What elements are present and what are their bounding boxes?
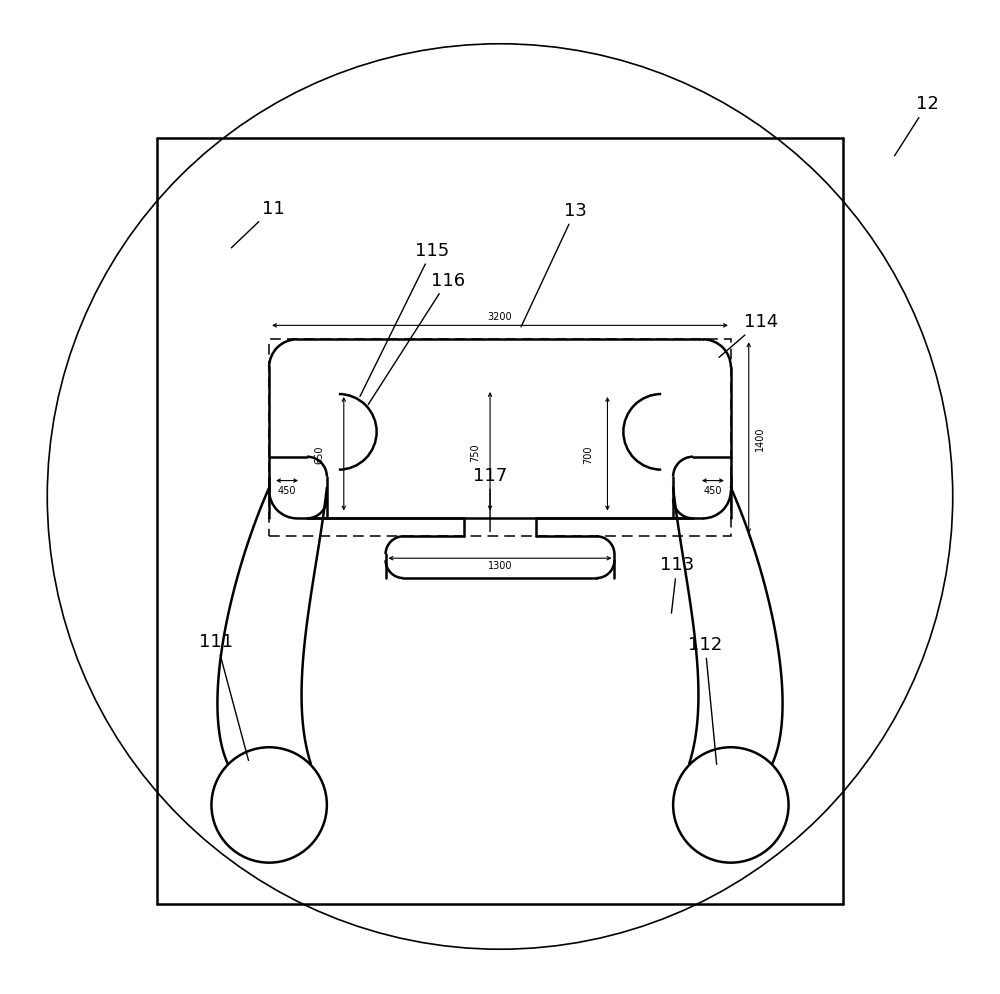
Text: 450: 450 <box>278 485 296 495</box>
Text: 111: 111 <box>199 632 249 760</box>
Text: 450: 450 <box>704 485 722 495</box>
Text: 116: 116 <box>368 271 465 406</box>
Text: 750: 750 <box>470 442 480 461</box>
Text: 113: 113 <box>660 556 694 613</box>
Text: 115: 115 <box>360 242 449 397</box>
Text: 112: 112 <box>688 635 722 764</box>
Text: 700: 700 <box>584 445 594 463</box>
Text: 13: 13 <box>521 202 587 327</box>
Text: 11: 11 <box>231 200 285 248</box>
Text: 650: 650 <box>314 445 324 463</box>
Text: 1300: 1300 <box>488 561 512 571</box>
Text: 3200: 3200 <box>488 312 512 322</box>
Text: 12: 12 <box>895 95 939 157</box>
Text: 117: 117 <box>473 466 507 532</box>
Bar <box>269 340 731 537</box>
Text: 1400: 1400 <box>755 426 765 450</box>
Text: 114: 114 <box>719 313 778 358</box>
